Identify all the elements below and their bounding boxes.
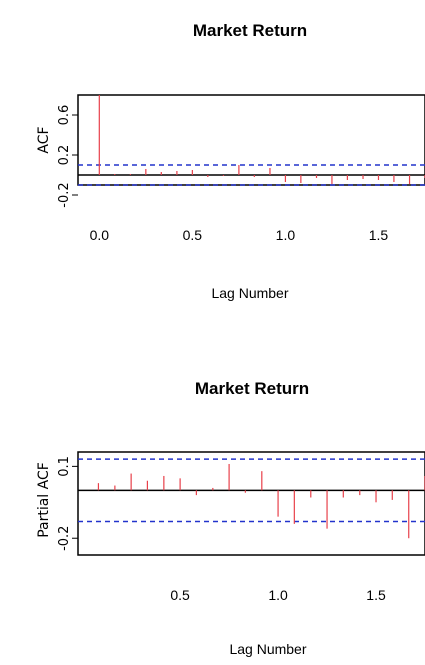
acf-y-axis-label: ACF	[36, 126, 52, 153]
pacf-x-tick-label: 1.0	[268, 587, 288, 603]
acf-y-tick-label: 0.6	[57, 105, 72, 126]
pacf-y-axis-label: Partial ACF	[36, 462, 52, 538]
pacf-y-tick-label: -0.2	[57, 526, 72, 551]
acf-x-tick-label: 1.5	[369, 227, 389, 243]
acf-x-tick-label: 1.0	[276, 227, 296, 243]
acf-y-tick-label: -0.2	[57, 182, 72, 207]
pacf-plot-area: -0.2 0.1 0.5 1.0 1.5	[57, 451, 425, 603]
pacf-chart: Market Return Partial ACF Lag Number -0.…	[36, 379, 425, 657]
acf-x-axis-label: Lag Number	[211, 285, 288, 301]
acf-x-tick-label: 0.5	[183, 227, 203, 243]
pacf-x-tick-label: 1.5	[366, 587, 386, 603]
pacf-x-tick-label: 0.5	[170, 587, 190, 603]
pacf-x-axis-label: Lag Number	[229, 641, 306, 657]
pacf-plot-frame	[77, 451, 425, 556]
acf-title: Market Return	[193, 21, 307, 40]
acf-y-tick-label: 0.2	[57, 145, 72, 166]
acf-plot-area: -0.2 0.2 0.6 0.0 0.5 1.0 1.5	[57, 94, 425, 243]
pacf-y-tick-label: 0.1	[57, 456, 72, 477]
pacf-title: Market Return	[195, 379, 309, 398]
acf-chart: Market Return ACF Lag Number -0.2 0.2 0.6 0…	[36, 21, 425, 301]
acf-plot-frame	[77, 94, 425, 186]
acf-x-tick-label: 0.0	[90, 227, 110, 243]
